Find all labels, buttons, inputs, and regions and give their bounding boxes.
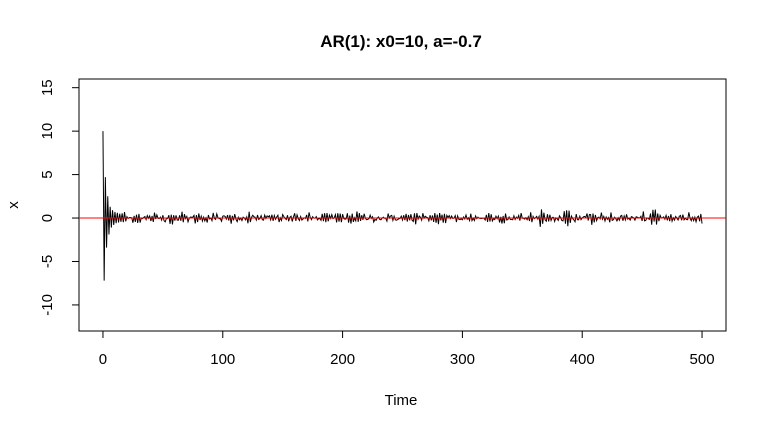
y-tick-label: 5 xyxy=(39,170,56,178)
y-tick-label: -5 xyxy=(39,255,56,268)
plot-frame xyxy=(78,78,727,332)
x-axis-label: Time xyxy=(385,392,418,409)
x-axis: 0 100 200 300 400 500 xyxy=(99,331,715,368)
series-layer xyxy=(79,131,726,281)
y-tick-label: 15 xyxy=(39,79,56,96)
x-tick-label: 400 xyxy=(570,351,595,368)
x-tick-label: 200 xyxy=(330,351,355,368)
chart-title: AR(1): x0=10, a=-0.7 xyxy=(320,32,482,51)
x-tick-label: 100 xyxy=(210,351,235,368)
x-tick-label: 500 xyxy=(690,351,715,368)
x-tick-label: 0 xyxy=(99,351,107,368)
x-tick-label: 300 xyxy=(450,351,475,368)
y-axis: -10 -5 0 5 10 15 xyxy=(39,79,79,316)
y-tick-label: 0 xyxy=(39,214,56,222)
y-tick-label: 10 xyxy=(39,123,56,140)
y-axis-label: x xyxy=(5,201,22,209)
y-tick-label: -10 xyxy=(39,294,56,316)
series-line xyxy=(102,131,703,281)
